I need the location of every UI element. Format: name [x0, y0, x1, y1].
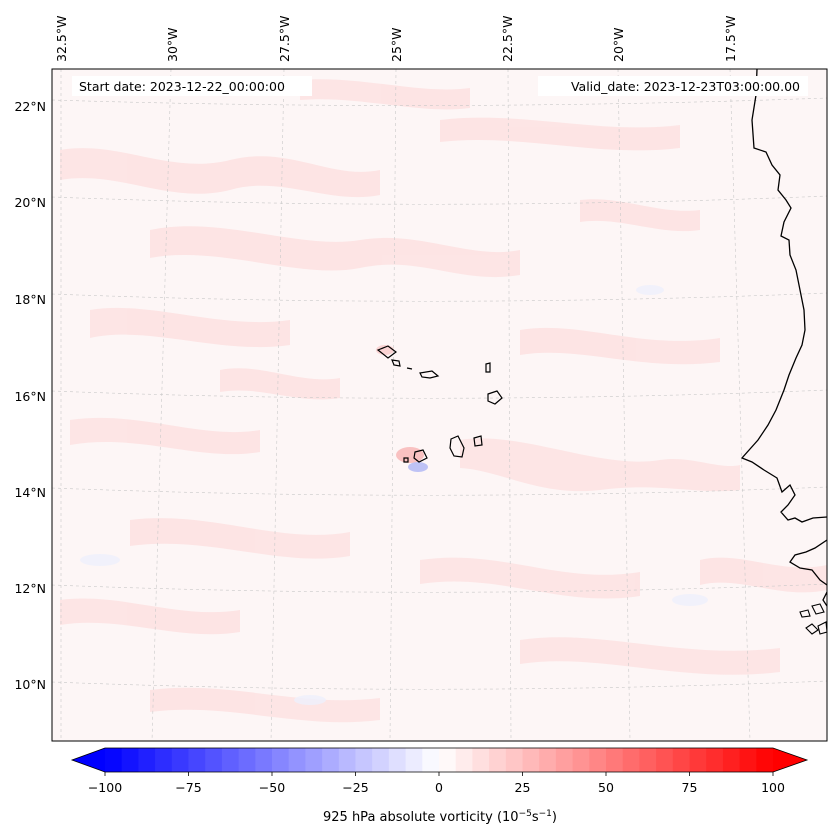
cape-verde-islands — [376, 345, 503, 463]
colorbar-extend-high — [773, 748, 807, 772]
colorbar-segments — [105, 748, 774, 772]
island-brava — [403, 457, 409, 463]
colorbar-segment — [422, 748, 440, 772]
african-coastline — [740, 69, 827, 523]
lon-label: 17.5°W — [723, 16, 738, 62]
lat-label: 18°N — [14, 292, 46, 307]
start-date-box — [72, 76, 312, 96]
lat-label: 20°N — [14, 195, 46, 210]
island-sao-nicolau — [419, 370, 440, 379]
island-sao-vicente — [391, 359, 401, 367]
colorbar-segment — [505, 748, 523, 772]
lat-label: 22°N — [14, 99, 46, 114]
colorbar-segment — [722, 748, 741, 772]
colorbar-segment — [639, 748, 657, 772]
colorbar-segment — [322, 748, 340, 772]
coastline-south — [789, 539, 827, 586]
colorbar-ticks: −100 −75 −50 −25 0 25 50 75 100 — [88, 772, 785, 795]
colorbar-segment — [221, 748, 240, 772]
lon-label: 22.5°W — [500, 16, 515, 62]
colorbar-segment — [372, 748, 390, 772]
colorbar-tick-label: 100 — [761, 780, 785, 795]
colorbar-segment — [138, 748, 156, 772]
gridlines — [52, 69, 827, 741]
colorbar-segment — [555, 748, 574, 772]
island-maio — [473, 435, 483, 447]
colorbar-label: 925 hPa absolute vorticity (10−5s−1) — [323, 809, 557, 825]
vorticity-contours — [60, 79, 827, 723]
colorbar-segment — [155, 748, 173, 772]
colorbar-segment — [756, 748, 774, 772]
colorbar-segment — [338, 748, 356, 772]
colorbar-segment — [622, 748, 640, 772]
colorbar-segment — [105, 748, 123, 772]
colorbar-segment — [689, 748, 707, 772]
colorbar-segment — [672, 748, 690, 772]
colorbar-tick-label: 25 — [515, 780, 531, 795]
lon-label: 25°W — [389, 27, 404, 62]
colorbar-tick-label: −75 — [175, 780, 201, 795]
lon-label: 30°W — [165, 27, 180, 62]
colorbar-segment — [305, 748, 323, 772]
lon-label: 32.5°W — [54, 16, 69, 62]
colorbar-segment — [272, 748, 290, 772]
colorbar-segment — [238, 748, 256, 772]
valid-date-box — [538, 76, 808, 96]
colorbar-tick-label: −100 — [88, 780, 122, 795]
colorbar-segment — [472, 748, 490, 772]
colorbar-tick-label: 75 — [682, 780, 698, 795]
colorbar-segment — [255, 748, 273, 772]
colorbar-segment — [355, 748, 373, 772]
valid-date-label: Valid_date: 2023-12-23T03:00:00.00 — [571, 79, 800, 94]
longitude-labels: 32.5°W 30°W 27.5°W 25°W 22.5°W 20°W 17.5… — [54, 16, 738, 62]
colorbar-segment — [205, 748, 223, 772]
island-santiago — [449, 435, 465, 458]
colorbar-segment — [171, 748, 189, 772]
colorbar-tick-label: −25 — [342, 780, 368, 795]
colorbar-tick-label: 0 — [435, 780, 443, 795]
map-panel: Start date: 2023-12-22_00:00:00 Valid_da… — [52, 69, 827, 741]
lon-label: 20°W — [611, 27, 626, 62]
colorbar-tick-label: 50 — [598, 780, 614, 795]
negative-vorticity-patches — [80, 285, 708, 705]
island-fogo — [413, 449, 428, 463]
start-date-label: Start date: 2023-12-22_00:00:00 — [79, 79, 285, 94]
lat-label: 16°N — [14, 389, 46, 404]
colorbar-segment — [739, 748, 757, 772]
colorbar-segment — [405, 748, 423, 772]
colorbar-segment — [656, 748, 674, 772]
lat-label: 10°N — [14, 677, 46, 692]
map-border — [51, 68, 828, 742]
bijagos-islands — [799, 603, 827, 635]
colorbar-segment — [288, 748, 306, 772]
negative-vorticity-core — [408, 462, 428, 472]
colorbar-segment — [572, 748, 590, 772]
colorbar-segment — [188, 748, 206, 772]
colorbar-segment — [606, 748, 624, 772]
colorbar-segment — [121, 748, 139, 772]
latitude-labels: 22°N 20°N 18°N 16°N 14°N 12°N 10°N — [14, 99, 46, 692]
colorbar-segment — [706, 748, 724, 772]
island-sal — [485, 362, 491, 373]
island-santo-antao — [376, 345, 397, 359]
positive-vorticity-core — [396, 447, 424, 463]
colorbar-tick-label: −50 — [259, 780, 285, 795]
coastline-guinea — [822, 591, 827, 607]
lat-label: 14°N — [14, 485, 46, 500]
colorbar-segment — [589, 748, 607, 772]
colorbar-segment — [489, 748, 507, 772]
island-santa-luzia — [406, 367, 413, 370]
lon-label: 27.5°W — [277, 16, 292, 62]
colorbar-segment — [439, 748, 457, 772]
colorbar-segment — [388, 748, 407, 772]
colorbar-extend-low — [72, 748, 105, 772]
colorbar-segment — [539, 748, 557, 772]
lat-label: 12°N — [14, 581, 46, 596]
colorbar-segment — [522, 748, 540, 772]
colorbar: −100 −75 −50 −25 0 25 50 75 100 925 hPa absolute… — [70, 747, 809, 825]
island-boa-vista — [487, 390, 503, 405]
colorbar-segment — [455, 748, 473, 772]
